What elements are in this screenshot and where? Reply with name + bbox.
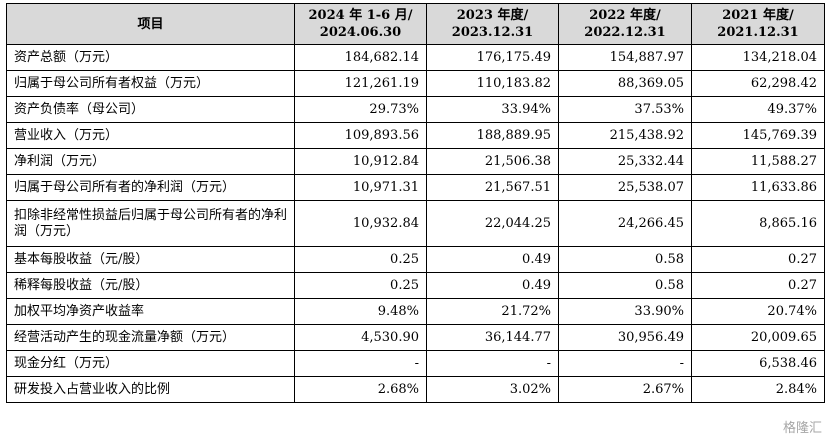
value-cell: 134,218.04: [691, 44, 825, 71]
value-cell: 88,369.05: [558, 70, 692, 97]
value-cell: 0.25: [294, 246, 427, 273]
table-row: 基本每股收益（元/股） 0.25 0.49 0.58 0.27: [6, 246, 825, 273]
row-label: 净利润（万元）: [6, 148, 295, 175]
table-row: 营业收入（万元） 109,893.56 188,889.95 215,438.92 14…: [6, 122, 825, 149]
header-2022: 2022 年度/ 2022.12.31: [558, 3, 692, 45]
table-row: 资产总额（万元） 184,682.14 176,175.49 154,887.97 13…: [6, 44, 825, 71]
value-cell: 21,506.38: [426, 148, 559, 175]
table-row: 扣除非经常性损益后归属于母公司所有者的净利润（万元） 10,932.84 22,04…: [6, 200, 825, 247]
header-2021: 2021 年度/ 2021.12.31: [691, 3, 825, 45]
value-cell: 20.74%: [691, 298, 825, 325]
row-label: 基本每股收益（元/股）: [6, 246, 295, 273]
value-cell: 11,633.86: [691, 174, 825, 201]
row-label: 资产负债率（母公司）: [6, 96, 295, 123]
row-label: 扣除非经常性损益后归属于母公司所有者的净利润（万元）: [6, 200, 295, 247]
value-cell: 154,887.97: [558, 44, 692, 71]
value-cell: 121,261.19: [294, 70, 427, 97]
value-cell: 30,956.49: [558, 324, 692, 351]
value-cell: 0.49: [426, 272, 559, 299]
value-cell: 33.94%: [426, 96, 559, 123]
table-row: 稀释每股收益（元/股） 0.25 0.49 0.58 0.27: [6, 272, 825, 299]
value-cell: 0.58: [558, 246, 692, 273]
header-item: 项目: [6, 3, 295, 45]
value-cell: -: [294, 350, 427, 377]
value-cell: 6,538.46: [691, 350, 825, 377]
value-cell: 62,298.42: [691, 70, 825, 97]
row-label: 资产总额（万元）: [6, 44, 295, 71]
financial-summary-table: 项目 2024 年 1-6 月/ 2024.06.30 2023 年度/ 202…: [6, 3, 825, 403]
value-cell: 4,530.90: [294, 324, 427, 351]
table-row: 归属于母公司所有者权益（万元） 121,261.19 110,183.82 88,36…: [6, 70, 825, 97]
value-cell: 3.02%: [426, 376, 559, 403]
value-cell: 25,538.07: [558, 174, 692, 201]
value-cell: 2.68%: [294, 376, 427, 403]
table-row: 研发投入占营业收入的比例 2.68% 3.02% 2.67% 2.84%: [6, 376, 825, 403]
value-cell: 0.27: [691, 272, 825, 299]
row-label: 归属于母公司所有者的净利润（万元）: [6, 174, 295, 201]
table-row: 资产负债率（母公司） 29.73% 33.94% 37.53% 49.37%: [6, 96, 825, 123]
row-label: 稀释每股收益（元/股）: [6, 272, 295, 299]
value-cell: 24,266.45: [558, 200, 692, 247]
value-cell: 20,009.65: [691, 324, 825, 351]
value-cell: 109,893.56: [294, 122, 427, 149]
row-label: 加权平均净资产收益率: [6, 298, 295, 325]
value-cell: 21,567.51: [426, 174, 559, 201]
value-cell: 11,588.27: [691, 148, 825, 175]
header-2023: 2023 年度/ 2023.12.31: [426, 3, 559, 45]
value-cell: 8,865.16: [691, 200, 825, 247]
table-row: 现金分红（万元） - - -6,538.46: [6, 350, 825, 377]
value-cell: -: [558, 350, 692, 377]
value-cell: 10,932.84: [294, 200, 427, 247]
value-cell: 22,044.25: [426, 200, 559, 247]
table-row: 净利润（万元） 10,912.84 21,506.38 25,332.44 11,588…: [6, 148, 825, 175]
value-cell: 215,438.92: [558, 122, 692, 149]
value-cell: 10,971.31: [294, 174, 427, 201]
value-cell: 110,183.82: [426, 70, 559, 97]
value-cell: 29.73%: [294, 96, 427, 123]
table-row: 加权平均净资产收益率 9.48% 21.72% 33.90% 20.74%: [6, 298, 825, 325]
value-cell: 49.37%: [691, 96, 825, 123]
row-label: 经营活动产生的现金流量净额（万元）: [6, 324, 295, 351]
value-cell: 0.49: [426, 246, 559, 273]
value-cell: 145,769.39: [691, 122, 825, 149]
value-cell: -: [426, 350, 559, 377]
value-cell: 2.84%: [691, 376, 825, 403]
value-cell: 25,332.44: [558, 148, 692, 175]
value-cell: 21.72%: [426, 298, 559, 325]
value-cell: 37.53%: [558, 96, 692, 123]
row-label: 营业收入（万元）: [6, 122, 295, 149]
row-label: 现金分红（万元）: [6, 350, 295, 377]
table-row: 归属于母公司所有者的净利润（万元） 10,971.31 21,567.51 25,53…: [6, 174, 825, 201]
value-cell: 0.27: [691, 246, 825, 273]
header-2024h1: 2024 年 1-6 月/ 2024.06.30: [294, 3, 427, 45]
value-cell: 188,889.95: [426, 122, 559, 149]
value-cell: 10,912.84: [294, 148, 427, 175]
row-label: 研发投入占营业收入的比例: [6, 376, 295, 403]
row-label: 归属于母公司所有者权益（万元）: [6, 70, 295, 97]
table-row: 经营活动产生的现金流量净额（万元） 4,530.90 36,144.77 30,956…: [6, 324, 825, 351]
value-cell: 9.48%: [294, 298, 427, 325]
watermark: 格隆汇: [782, 421, 822, 436]
value-cell: 184,682.14: [294, 44, 427, 71]
header-row: 项目 2024 年 1-6 月/ 2024.06.30 2023 年度/ 202…: [6, 3, 825, 45]
value-cell: 2.67%: [558, 376, 692, 403]
value-cell: 0.25: [294, 272, 427, 299]
value-cell: 33.90%: [558, 298, 692, 325]
value-cell: 0.58: [558, 272, 692, 299]
value-cell: 36,144.77: [426, 324, 559, 351]
value-cell: 176,175.49: [426, 44, 559, 71]
